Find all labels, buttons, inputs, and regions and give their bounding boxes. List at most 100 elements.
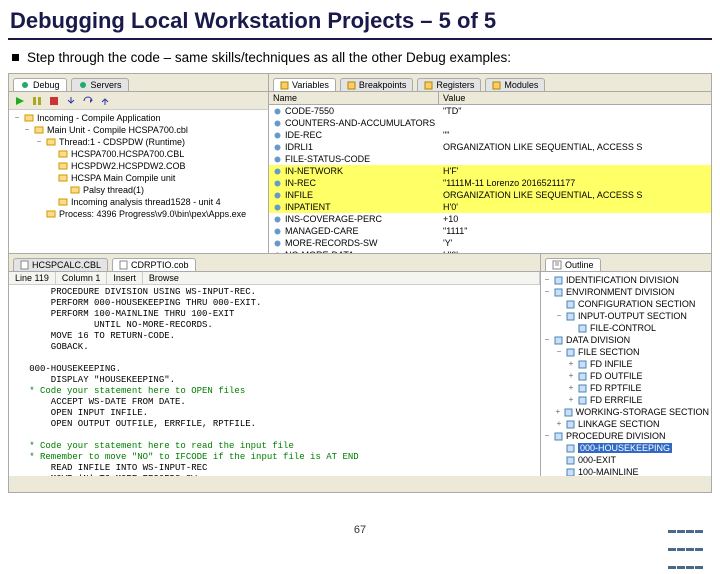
editor-tab[interactable]: CDRPTIO.cob	[112, 258, 196, 271]
title-underline	[8, 38, 712, 40]
tree-twisty-icon[interactable]: +	[567, 382, 575, 394]
ibm-logo	[668, 520, 706, 534]
tree-twisty-icon[interactable]: −	[35, 136, 43, 148]
tree-twisty-icon[interactable]: −	[543, 430, 551, 442]
var-icon	[273, 191, 282, 200]
bullet-row: Step through the code – same skills/tech…	[0, 48, 720, 73]
outline-node[interactable]: +WORKING-STORAGE SECTION	[543, 406, 709, 418]
suspend-icon[interactable]	[30, 94, 44, 108]
debug-tree-node[interactable]: Process: 4396 Progress\v9.0\bin\pex\Apps…	[11, 208, 266, 220]
tab-breakpoints[interactable]: Breakpoints	[340, 78, 414, 91]
variable-row[interactable]: MANAGED-CARE"1111"	[269, 225, 711, 237]
variable-row[interactable]: IN-NETWORKH'F'	[269, 165, 711, 177]
outline-node[interactable]: −PROCEDURE DIVISION	[543, 430, 709, 442]
variable-row[interactable]: COUNTERS-AND-ACCUMULATORS	[269, 117, 711, 129]
editor-tab[interactable]: HCSPCALC.CBL	[13, 258, 108, 271]
section-icon	[564, 408, 573, 417]
tree-twisty-icon[interactable]: −	[555, 310, 563, 322]
outline-node[interactable]: −DATA DIVISION	[543, 334, 709, 346]
step-into-icon[interactable]	[64, 94, 78, 108]
tree-twisty-icon[interactable]: +	[567, 370, 575, 382]
outline-node[interactable]: +FD RPTFILE	[543, 382, 709, 394]
debug-tree-node[interactable]: HCSPA Main Compile unit	[11, 172, 266, 184]
tab-modules[interactable]: Modules	[485, 78, 545, 91]
variable-row[interactable]: INPATIENTH'0'	[269, 201, 711, 213]
debug-tabstrip: Debug Servers	[9, 74, 268, 92]
outline-node[interactable]: +FD ERRFILE	[543, 394, 709, 406]
debug-toolbar	[9, 92, 268, 110]
outline-node[interactable]: +FD INFILE	[543, 358, 709, 370]
outline-node[interactable]: +LINKAGE SECTION	[543, 418, 709, 430]
outline-node[interactable]: −ENVIRONMENT DIVISION	[543, 286, 709, 298]
var-value: H'F'	[439, 165, 711, 177]
debug-tree-node[interactable]: Incoming analysis thread1528 - unit 4	[11, 196, 266, 208]
tab-registers[interactable]: Registers	[417, 78, 481, 91]
outline-node[interactable]: 000-EXIT	[543, 454, 709, 466]
variable-row[interactable]: IDE-REC""	[269, 129, 711, 141]
outline-tabstrip: Outline	[541, 254, 711, 272]
terminate-icon[interactable]	[47, 94, 61, 108]
variable-row[interactable]: FILE-STATUS-CODE	[269, 153, 711, 165]
var-name: MORE-RECORDS-SW	[285, 237, 378, 249]
outline-node[interactable]: CONFIGURATION SECTION	[543, 298, 709, 310]
tree-twisty-icon[interactable]: +	[567, 394, 575, 406]
step-return-icon[interactable]	[98, 94, 112, 108]
debug-tree[interactable]: −Incoming - Compile Application−Main Uni…	[9, 110, 268, 253]
tree-twisty-icon[interactable]: −	[13, 112, 21, 124]
tab-servers[interactable]: Servers	[71, 78, 129, 91]
vars-header-value[interactable]: Value	[439, 92, 711, 104]
variable-row[interactable]: MORE-RECORDS-SW'Y'	[269, 237, 711, 249]
section-icon	[566, 444, 575, 453]
debug-tree-node[interactable]: HCSPDW2.HCSPDW2.COB	[11, 160, 266, 172]
tab-outline[interactable]: Outline	[545, 258, 601, 271]
tab-variables[interactable]: Variables	[273, 78, 336, 91]
var-name: INFILE	[285, 189, 313, 201]
variable-row[interactable]: NO-MORE-DATAH'0'	[269, 249, 711, 253]
tree-twisty-icon[interactable]: −	[23, 124, 31, 136]
code-editor[interactable]: PROCEDURE DIVISION USING WS-INPUT-REC. P…	[9, 285, 540, 476]
bug-icon	[78, 80, 88, 90]
tree-twisty-icon[interactable]: −	[543, 286, 551, 298]
tree-twisty-icon[interactable]: +	[555, 418, 563, 430]
outline-tree[interactable]: −IDENTIFICATION DIVISION−ENVIRONMENT DIV…	[541, 272, 711, 476]
editor-statusbar: Line 119 Column 1 Insert Browse	[9, 272, 540, 285]
step-over-icon[interactable]	[81, 94, 95, 108]
debug-tree-node[interactable]: −Thread:1 - CDSPDW (Runtime)	[11, 136, 266, 148]
outline-node[interactable]: −IDENTIFICATION DIVISION	[543, 274, 709, 286]
variable-row[interactable]: IDRLI1ORGANIZATION LIKE SEQUENTIAL, ACCE…	[269, 141, 711, 153]
outline-node[interactable]: FILE-CONTROL	[543, 322, 709, 334]
tree-twisty-icon[interactable]: +	[567, 358, 575, 370]
section-icon	[566, 420, 575, 429]
tab-icon	[492, 81, 501, 90]
vars-header-name[interactable]: Name	[269, 92, 439, 104]
tree-twisty-icon[interactable]: −	[555, 346, 563, 358]
resume-icon[interactable]	[13, 94, 27, 108]
tree-twisty-icon[interactable]: −	[543, 334, 551, 346]
debug-tree-node[interactable]: −Main Unit - Compile HCSPA700.cbl	[11, 124, 266, 136]
variable-row[interactable]: INS-COVERAGE-PERC+10	[269, 213, 711, 225]
outline-node[interactable]: −FILE SECTION	[543, 346, 709, 358]
tree-twisty-icon[interactable]: +	[555, 406, 561, 418]
debug-tree-node[interactable]: HCSPA700.HCSPA700.CBL	[11, 148, 266, 160]
section-icon	[566, 348, 575, 357]
var-value: "1111"	[439, 225, 711, 237]
section-icon	[566, 468, 575, 477]
var-name: IN-REC	[285, 177, 316, 189]
var-name: INPATIENT	[285, 201, 331, 213]
variable-row[interactable]: CODE-7550"TD"	[269, 105, 711, 117]
vars-body[interactable]: CODE-7550"TD"COUNTERS-AND-ACCUMULATORSID…	[269, 105, 711, 253]
outline-node[interactable]: 100-MAINLINE	[543, 466, 709, 476]
debug-tree-node[interactable]: Palsy thread(1)	[11, 184, 266, 196]
debug-tree-node[interactable]: −Incoming - Compile Application	[11, 112, 266, 124]
variable-row[interactable]: INFILEORGANIZATION LIKE SEQUENTIAL, ACCE…	[269, 189, 711, 201]
tab-icon	[280, 81, 289, 90]
vars-tabstrip: Variables BreakpointsRegisters Modules	[269, 74, 711, 92]
variable-row[interactable]: IN-REC"1111M-11 Lorenzo 20165211177	[269, 177, 711, 189]
tab-debug[interactable]: Debug	[13, 78, 67, 91]
outline-node[interactable]: +FD OUTFILE	[543, 370, 709, 382]
outline-node[interactable]: 000-HOUSEKEEPING	[543, 442, 709, 454]
page-number: 67	[354, 524, 366, 536]
outline-node[interactable]: −INPUT-OUTPUT SECTION	[543, 310, 709, 322]
tree-twisty-icon[interactable]: −	[543, 274, 551, 286]
thread-icon	[70, 185, 80, 195]
